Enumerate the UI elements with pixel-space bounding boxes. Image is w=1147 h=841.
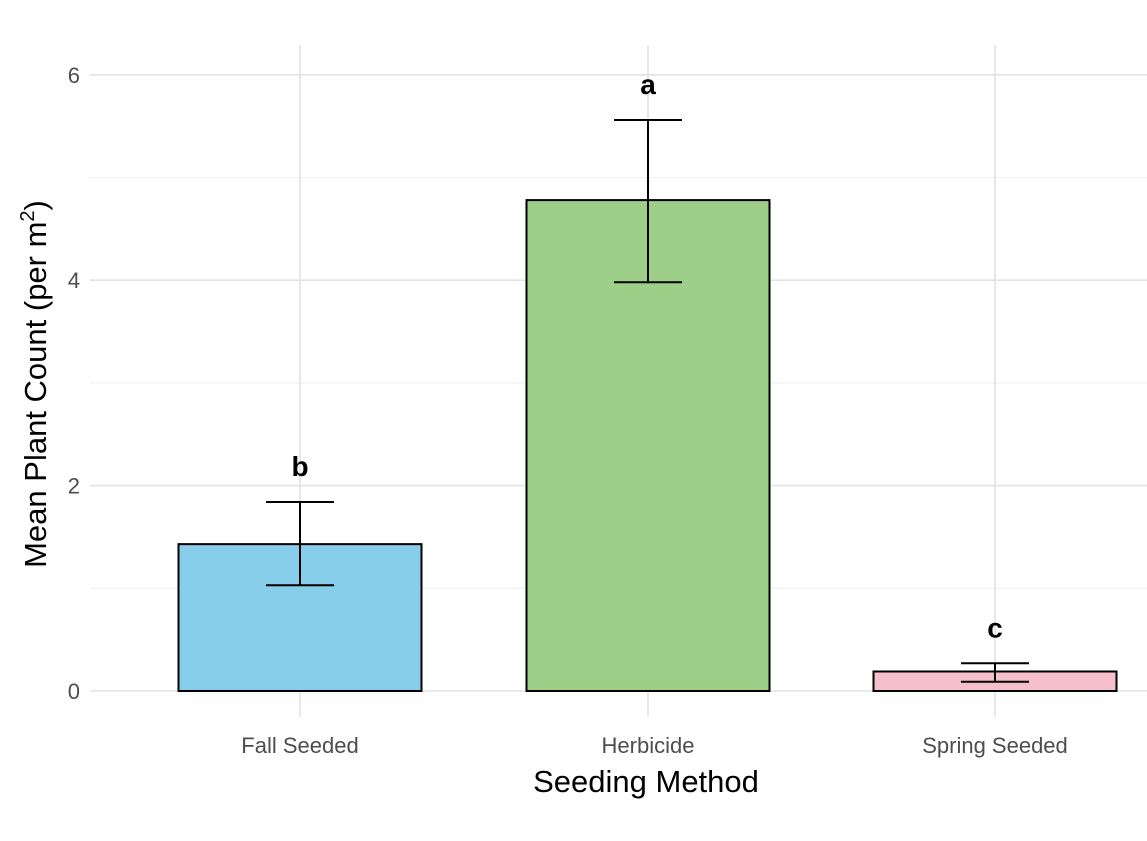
y-tick-label: 6	[68, 63, 80, 88]
y-tick-label: 0	[68, 679, 80, 704]
x-tick-label: Herbicide	[602, 733, 695, 758]
y-axis-title: Mean Plant Count (per m2)	[17, 200, 53, 568]
error-bar	[961, 662, 1029, 683]
error-bar	[614, 118, 682, 284]
y-axis-ticks: 0 2 4 6	[68, 63, 80, 704]
x-tick-label: Fall Seeded	[241, 733, 358, 758]
y-axis-title-superscript: 2	[17, 210, 39, 221]
y-tick-label: 4	[68, 268, 80, 293]
x-axis-title: Seeding Method	[533, 764, 759, 799]
x-tick-label: Spring Seeded	[922, 733, 1068, 758]
y-axis-title-end: )	[18, 200, 53, 210]
error-bar	[266, 501, 334, 587]
significance-letter: a	[640, 69, 656, 100]
significance-letter: c	[987, 612, 1003, 643]
x-axis-ticks: Fall Seeded Herbicide Spring Seeded	[241, 733, 1067, 758]
error-bars	[266, 118, 1029, 683]
significance-letter: b	[291, 451, 308, 482]
y-tick-label: 2	[68, 474, 80, 499]
significance-letters: b a c	[291, 69, 1002, 643]
y-axis-title-main: Mean Plant Count (per m	[18, 222, 53, 568]
